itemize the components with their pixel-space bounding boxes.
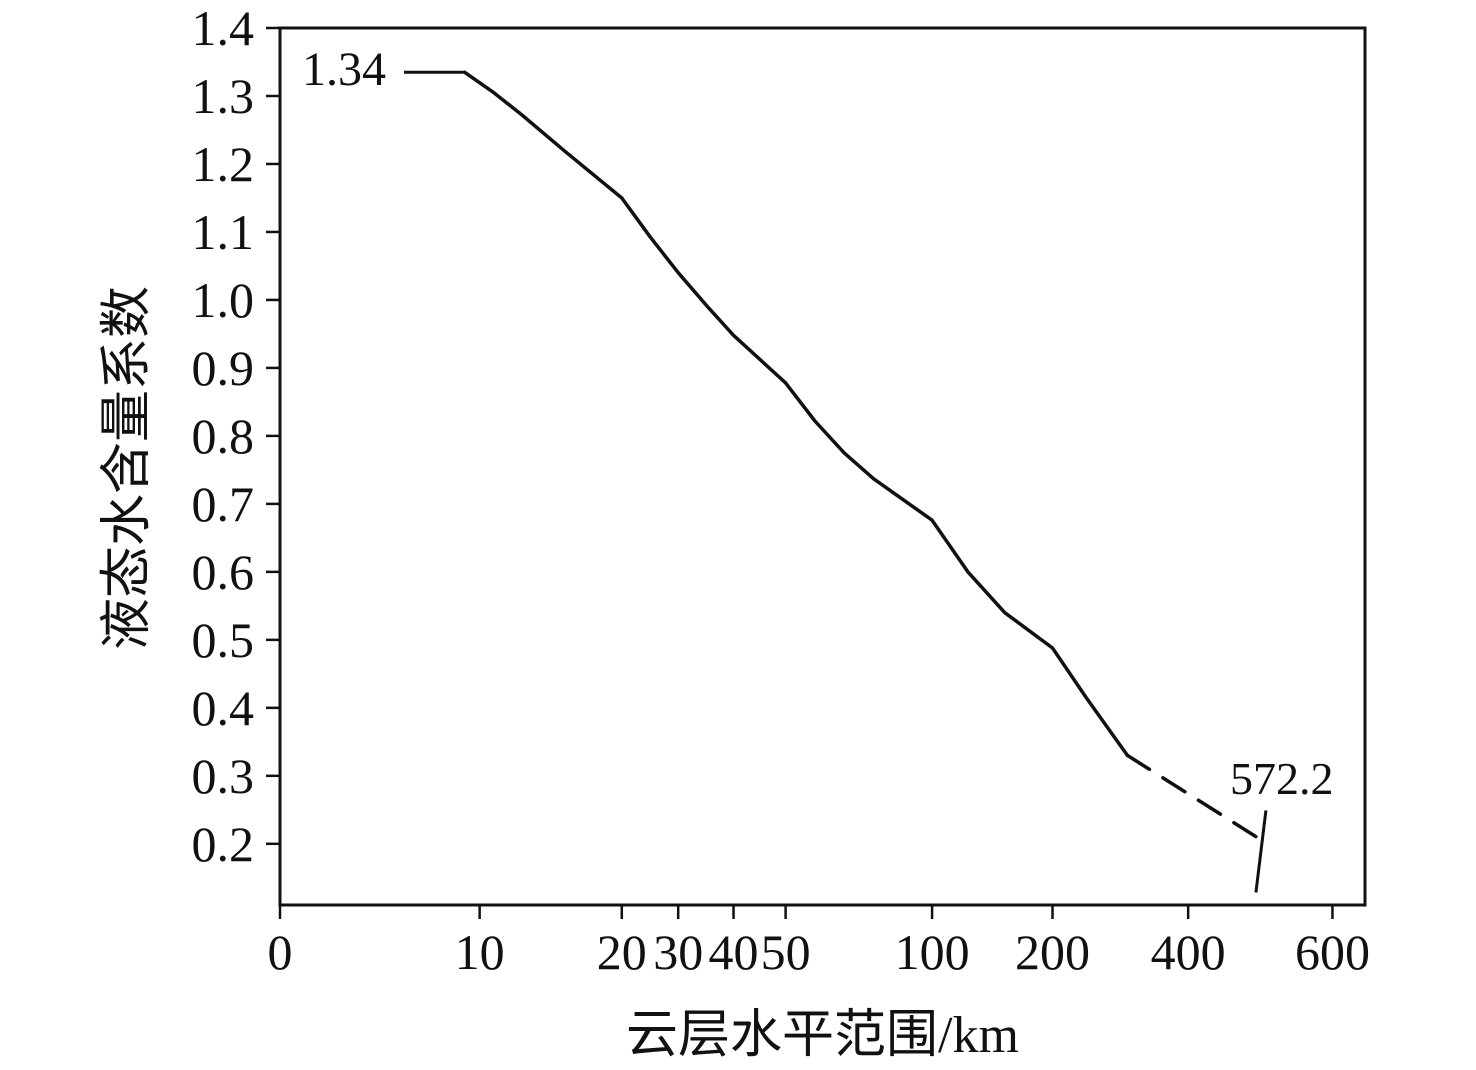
y-tick-label: 1.4: [192, 0, 255, 56]
x-tick-label: 40: [709, 924, 759, 980]
curve-solid: [462, 70, 1130, 758]
y-tick-label: 1.2: [192, 136, 255, 192]
y-tick-label: 1.0: [192, 272, 255, 328]
plot-border: [278, 26, 1367, 907]
y-tick-label: 0.8: [192, 408, 255, 464]
x-tick-label: 20: [597, 924, 647, 980]
y-axis-title: 液态水含量系数: [99, 286, 156, 651]
curve-dashed: [1125, 753, 1264, 843]
y-tick-label: 0.5: [192, 612, 255, 668]
y-tick-label: 0.7: [192, 476, 255, 532]
x-tick-label: 30: [653, 924, 703, 980]
annotation-marks: [404, 70, 1268, 893]
y-tick-label: 0.4: [192, 680, 255, 736]
annotation-end-distance: 572.2: [1230, 753, 1334, 804]
end-distance-marker: [1254, 810, 1268, 893]
x-tick-label: 600: [1295, 924, 1370, 980]
y-tick-label: 1.1: [192, 204, 255, 260]
x-tick-label: 10: [455, 924, 505, 980]
axis-tick-labels: 0 10 20 30 40 50 100 200 400 600 1.4 1.3 1.2 1.1 1.0 0.…: [192, 0, 1370, 980]
x-tick-label: 400: [1151, 924, 1226, 980]
annotation-start-value: 1.34: [302, 43, 386, 96]
axis-ticks: [266, 26, 1334, 919]
y-tick-label: 0.6: [192, 544, 255, 600]
x-axis-title: 云层水平范围/km: [626, 1007, 1019, 1064]
x-tick-label: 50: [761, 924, 811, 980]
x-tick-label: 200: [1015, 924, 1090, 980]
x-tick-label: 0: [268, 924, 293, 980]
data-curves: [462, 70, 1264, 843]
y-tick-label: 1.3: [192, 68, 255, 124]
y-tick-label: 0.3: [192, 748, 255, 804]
y-tick-label: 0.2: [192, 816, 255, 872]
x-tick-label: 100: [895, 924, 970, 980]
y-tick-label: 0.9: [192, 340, 255, 396]
